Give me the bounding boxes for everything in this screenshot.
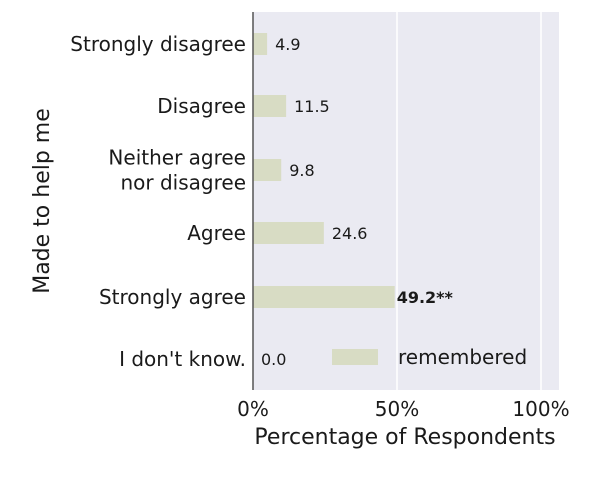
category-label: Neither agree nor disagree xyxy=(108,146,246,195)
bar xyxy=(253,222,324,244)
category-label: Agree xyxy=(187,221,246,245)
x-tick-labels: 0% 50% 100% xyxy=(237,397,569,421)
bar xyxy=(253,286,395,308)
gridlines xyxy=(396,12,542,390)
category-label: I don't know. xyxy=(119,347,246,371)
value-label: 11.5 xyxy=(294,97,330,116)
x-tick-label: 100% xyxy=(512,397,569,421)
value-label: 49.2** xyxy=(397,288,454,307)
value-label: 4.9 xyxy=(275,35,300,54)
legend-label: remembered xyxy=(398,345,527,369)
category-label: Strongly disagree xyxy=(70,32,246,56)
category-labels: Strongly disagree Disagree Neither agree no… xyxy=(70,32,246,371)
y-axis-title: Made to help me xyxy=(30,108,55,294)
plot-background xyxy=(253,12,559,390)
x-axis-title: Percentage of Respondents xyxy=(254,425,555,450)
value-labels: 4.9 11.5 9.8 24.6 49.2** 0.0 xyxy=(261,35,454,369)
bar xyxy=(253,159,282,181)
value-label: 9.8 xyxy=(289,161,314,180)
x-tick-label: 0% xyxy=(237,397,269,421)
bars xyxy=(253,33,395,308)
x-tick-label: 50% xyxy=(375,397,419,421)
category-label: Disagree xyxy=(157,94,246,118)
category-label: Strongly agree xyxy=(99,285,246,309)
bar xyxy=(253,33,268,55)
value-label: 0.0 xyxy=(261,350,286,369)
legend: remembered xyxy=(332,345,527,369)
value-label: 24.6 xyxy=(332,224,368,243)
legend-swatch xyxy=(332,349,378,365)
bar xyxy=(253,95,287,117)
